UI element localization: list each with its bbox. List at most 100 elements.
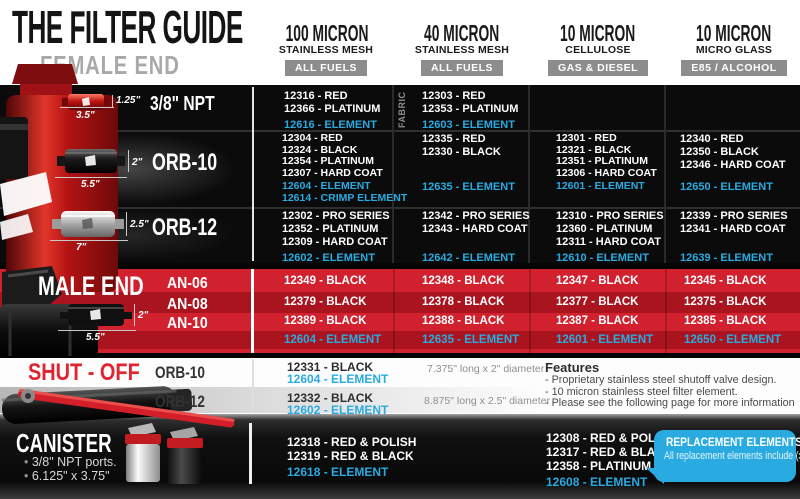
micron-rating: 10 MICRON — [560, 20, 636, 46]
part-number: 12388 - BLACK — [422, 315, 505, 327]
fuel-compatibility-badge: GAS & DIESEL — [547, 60, 649, 76]
part-number: 12387 - BLACK — [556, 315, 639, 327]
element-number: 12635 - ELEMENT — [422, 334, 520, 346]
column-divider — [393, 269, 395, 353]
part-number: 12378 - BLACK — [422, 296, 505, 308]
part-cell: 12303 - RED 12353 - PLATINUM 12603 - ELE… — [422, 90, 556, 132]
part-numbers: 12310 - PRO SERIES 12360 - PLATINUM 1231… — [556, 210, 664, 248]
row-separator — [0, 207, 800, 209]
features-heading: Features — [545, 360, 600, 375]
dimension-line — [134, 304, 135, 326]
part-cell: 12342 - PRO SERIES 12343 - HARD COAT 126… — [422, 210, 556, 265]
element-number: 12601 - ELEMENT — [556, 334, 654, 346]
column-header-10-micron-microglass: 10 MICRON MICRO GLASS E85 / ALCOHOL — [666, 20, 800, 76]
part-number: 12358 - PLATINUM — [546, 459, 652, 473]
label-column-divider — [252, 359, 254, 413]
dimension-line — [112, 95, 113, 107]
part-number: 12389 - BLACK — [284, 315, 367, 327]
dimension-note: 8.875" long x 2.5" diameter — [424, 395, 550, 407]
part-number: 12332 - BLACK — [287, 391, 374, 405]
dimension-label: 1.25" — [116, 95, 141, 106]
part-number: 12347 - BLACK — [556, 275, 639, 287]
male-filter-photo — [60, 304, 132, 326]
dimension-label: 7" — [76, 242, 87, 253]
column-divider — [529, 269, 531, 353]
element-number: 12618 - ELEMENT — [287, 465, 389, 479]
element-number: 12608 - ELEMENT — [546, 475, 648, 489]
part-numbers: 12339 - PRO SERIES 12341 - HARD COAT — [680, 210, 788, 235]
row-label-shutoff-orb12: ORB-12 — [155, 392, 205, 411]
callout-body: All replacement elements include (x1) fi… — [664, 450, 800, 462]
column-header-100-micron: 100 MICRON STAINLESS MESH ALL FUELS — [258, 22, 394, 76]
part-cell: 12304 - RED 12324 - BLACK 12354 - PLATIN… — [282, 132, 416, 204]
part-numbers: 12340 - RED 12350 - BLACK 12346 - HARD C… — [680, 133, 786, 171]
fabric-note: FABRIC — [397, 91, 407, 129]
label-column-divider — [252, 87, 254, 261]
dimension-label: 2" — [132, 157, 143, 168]
dimension-label: 5.5" — [81, 179, 100, 190]
part-number: 12317 - RED & BLACK — [546, 445, 673, 459]
element-number: 12604 - ELEMENT — [284, 334, 382, 346]
micron-rating: 10 MICRON — [696, 20, 772, 46]
replacement-elements-callout: REPLACEMENT ELEMENTS All replacement ele… — [654, 430, 800, 482]
row-label-an06: AN-06 — [167, 275, 208, 292]
part-cell: 12339 - PRO SERIES 12341 - HARD COAT 126… — [680, 210, 800, 265]
row-label-orb10: ORB-10 — [152, 149, 218, 176]
canister-spec: 6.125" x 3.75" — [24, 470, 110, 483]
dimension-line — [60, 107, 114, 108]
column-divider — [392, 85, 394, 263]
part-numbers: 12316 - RED 12366 - PLATINUM — [284, 90, 381, 115]
part-number: 12319 - RED & BLACK — [287, 449, 414, 463]
media-type: STAINLESS MESH — [278, 44, 374, 56]
part-number: 12349 - BLACK — [284, 275, 367, 287]
row-label-shutoff-orb10: ORB-10 — [155, 363, 205, 382]
row-label-orb12: ORB-12 — [152, 214, 218, 241]
canister-spec: 3/8" NPT ports. — [24, 456, 117, 469]
part-numbers: 12303 - RED 12353 - PLATINUM — [422, 90, 519, 115]
part-number: 12348 - BLACK — [422, 275, 505, 287]
element-number: 12604 - ELEMENT — [287, 372, 389, 386]
red-filter-photo — [0, 64, 118, 292]
npt-filter-photo — [62, 94, 110, 110]
column-header-40-micron: 40 MICRON STAINLESS MESH ALL FUELS — [394, 22, 530, 76]
row-label-an10: AN-10 — [167, 315, 208, 332]
page-title: THE FILTER GUIDE — [12, 1, 243, 53]
part-cell: 12302 - PRO SERIES 12352 - PLATINUM 1230… — [282, 210, 416, 265]
dimension-line — [55, 177, 127, 178]
row-label-an08: AN-08 — [167, 296, 208, 313]
part-number: 12345 - BLACK — [684, 275, 767, 287]
dimension-label: 3.5" — [76, 110, 95, 121]
part-cell: 12310 - PRO SERIES 12360 - PLATINUM 1231… — [556, 210, 690, 265]
element-numbers: 12639 - ELEMENT — [680, 252, 773, 264]
part-numbers: 12302 - PRO SERIES 12352 - PLATINUM 1230… — [282, 210, 390, 248]
part-numbers: 12335 - RED 12330 - BLACK — [422, 133, 501, 158]
dimension-line — [58, 330, 136, 331]
fuel-compatibility-badge: E85 / ALCOHOL — [681, 60, 787, 76]
element-number: 12602 - ELEMENT — [287, 403, 389, 417]
dimension-line — [126, 212, 127, 236]
part-numbers: 12301 - RED 12321 - BLACK 12351 - PLATIN… — [556, 132, 657, 179]
canister-photos — [125, 423, 203, 484]
orb10-filter-photo — [57, 149, 125, 173]
dimension-label: 2" — [138, 310, 149, 321]
part-number: 12385 - BLACK — [684, 315, 767, 327]
column-header-10-micron-cellulose: 10 MICRON CELLULOSE GAS & DIESEL — [530, 20, 666, 76]
canister-heading: CANISTER — [16, 428, 112, 458]
part-numbers: 12342 - PRO SERIES 12343 - HARD COAT — [422, 210, 530, 235]
row-label-npt: 3/8" NPT — [150, 93, 215, 115]
element-numbers: 12602 - ELEMENT — [282, 252, 375, 264]
part-number: 12331 - BLACK — [287, 360, 374, 374]
part-cell: 12340 - RED 12350 - BLACK 12346 - HARD C… — [680, 133, 800, 194]
column-divider — [665, 269, 667, 353]
element-numbers: 12635 - ELEMENT — [422, 181, 515, 193]
dimension-label: 5.5" — [86, 332, 105, 343]
fuel-compatibility-badge: ALL FUELS — [284, 60, 368, 76]
shutoff-valve-photo — [1, 386, 235, 428]
dimension-line — [128, 150, 129, 172]
element-numbers: 12616 - ELEMENT — [284, 119, 377, 131]
element-row-band — [0, 331, 800, 349]
part-number: 12375 - BLACK — [684, 296, 767, 308]
male-end-heading: MALE END — [38, 271, 144, 301]
callout-title: REPLACEMENT ELEMENTS — [666, 435, 800, 449]
